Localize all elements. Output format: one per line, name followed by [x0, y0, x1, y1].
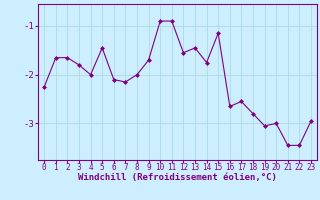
X-axis label: Windchill (Refroidissement éolien,°C): Windchill (Refroidissement éolien,°C) — [78, 173, 277, 182]
